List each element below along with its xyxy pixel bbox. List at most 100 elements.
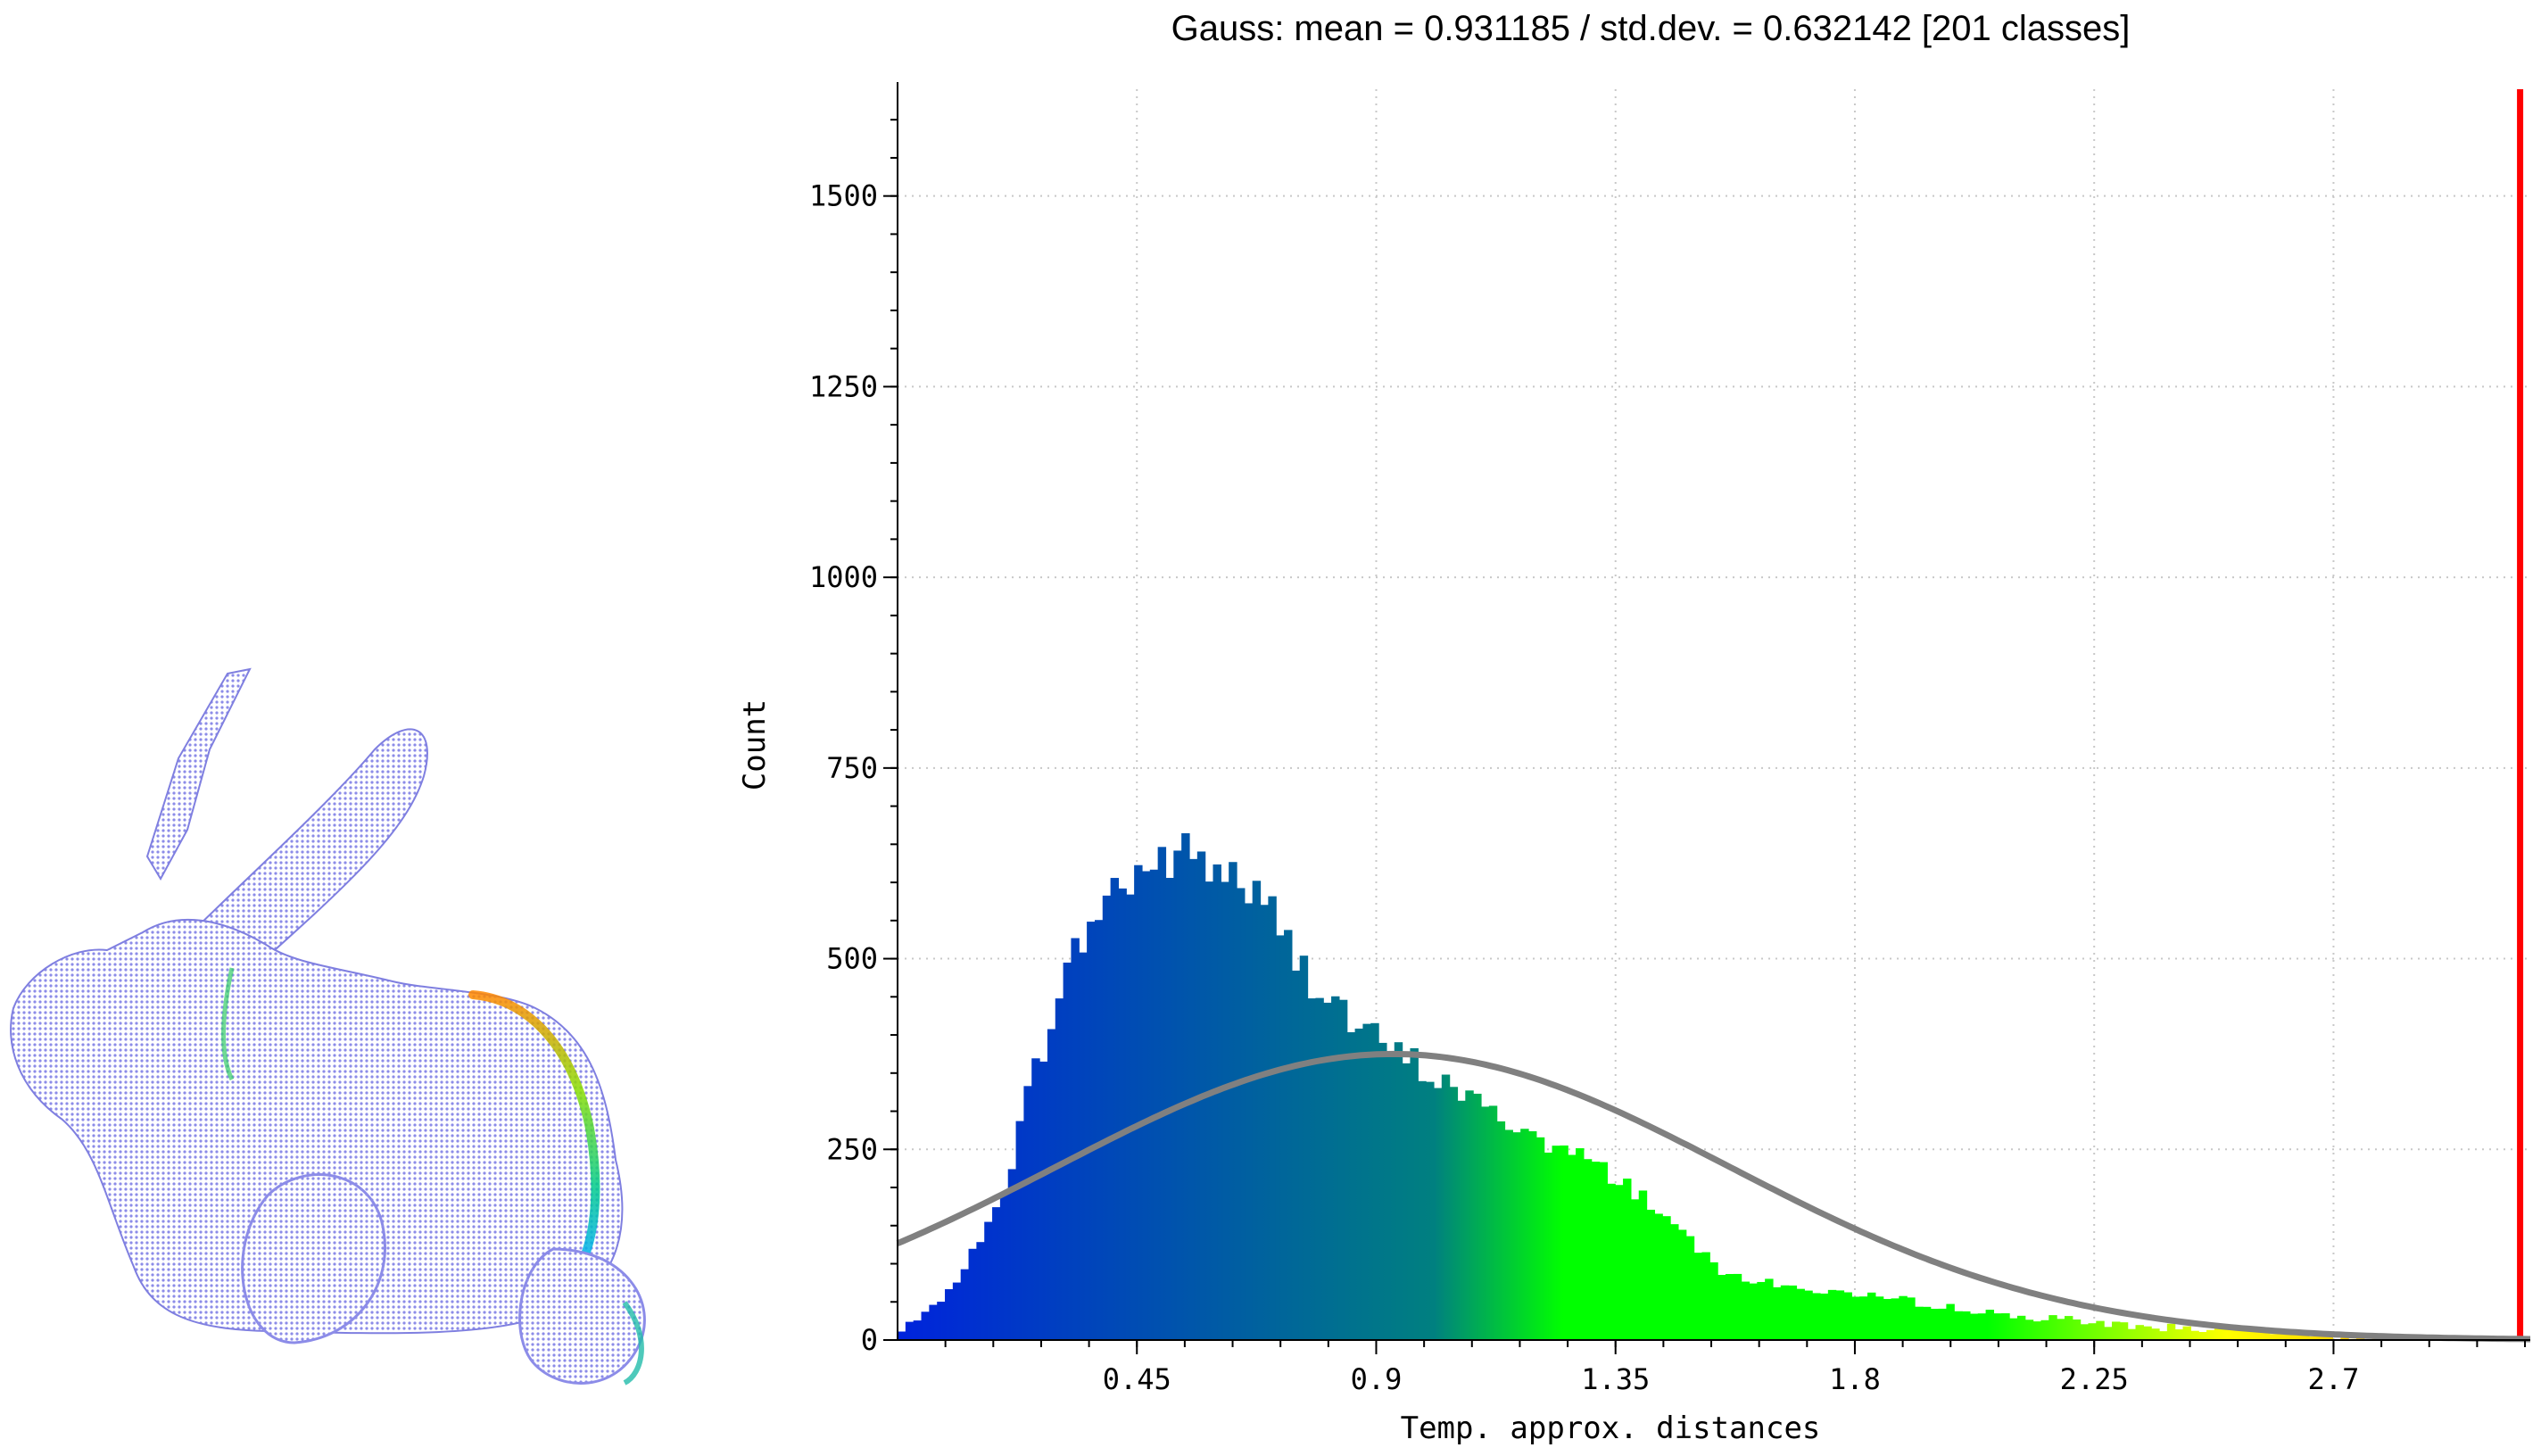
histogram-bar [1512,1132,1521,1340]
histogram-bar [2166,1323,2176,1340]
histogram-bar [1252,881,1262,1340]
histogram-bar [2293,1332,2302,1340]
histogram-bar [1899,1295,1908,1340]
histogram-bar [1685,1236,1695,1340]
gauss-curve [896,1050,2531,1343]
histogram-bar [1039,1061,1048,1340]
bunny-point-cloud [10,667,646,1386]
axes [897,82,2530,1341]
histogram-bar [1670,1224,1679,1340]
x-tick-label: 1.35 [1581,1362,1650,1396]
histogram-bar [1654,1213,1663,1340]
chart-title: Gauss: mean = 0.931185 / std.dev. = 0.63… [1171,9,2131,48]
histogram-bar [992,1207,1001,1340]
histogram-bar [1473,1093,1482,1340]
histogram-bar [2143,1326,2152,1340]
histogram-bar [1229,862,1237,1340]
histogram-bar [2064,1316,2073,1340]
outlier-bar [2517,89,2524,1340]
histogram-bar [1126,894,1135,1340]
histogram-bar [1591,1162,1601,1340]
histogram-bar [1410,1047,1419,1340]
histogram-bar [2254,1330,2263,1340]
histogram-bar [1583,1159,1593,1340]
histogram-bar [1094,920,1104,1340]
histogram-bar [1796,1288,1805,1340]
outlier-bar-group [2517,89,2524,1340]
y-tick-label: 0 [861,1323,878,1357]
histogram-bar [1268,896,1277,1340]
point-cloud-view [0,625,678,1452]
histogram-bar [945,1289,954,1340]
histogram-bar [1134,864,1143,1340]
histogram-bar [2040,1320,2049,1340]
histogram-bar [1157,847,1167,1340]
histogram-bar [1780,1285,1790,1340]
y-tick-label: 500 [826,942,878,976]
histogram-bar [1851,1296,1860,1340]
histogram-bar [1804,1290,1813,1340]
histogram-bar [1087,922,1096,1340]
histogram-bar [1985,1310,1995,1340]
histogram-bar [1260,905,1269,1340]
histogram-bar [1102,895,1112,1340]
histogram-bar [2104,1327,2113,1340]
histogram-bar [1835,1290,1845,1340]
x-axis-label: Temp. approx. distances [1401,1410,1821,1446]
histogram-bar [2049,1315,2057,1340]
histogram-bar [1141,871,1151,1340]
histogram-bar [1528,1131,1537,1340]
histogram-bar [1915,1306,1924,1340]
histogram-bar [1788,1285,1798,1340]
histogram-bar [2024,1320,2034,1340]
histogram-bar [1757,1281,1766,1340]
histogram-bar [1110,878,1120,1340]
histogram-bar [905,1321,915,1340]
histogram-bar [1969,1313,1979,1340]
histogram-bar [2277,1328,2287,1340]
histogram-bar [1535,1137,1545,1340]
histogram-bar [1993,1313,2002,1340]
histogram-bar [2159,1331,2168,1340]
histogram-bar [968,1248,977,1340]
histogram-bar [2009,1318,2018,1340]
histogram-bar [2190,1330,2199,1340]
histogram-bar [1488,1105,1498,1340]
histogram-bar [1291,970,1301,1340]
histogram-bar [1922,1306,1932,1340]
histogram-bar [1733,1273,1742,1340]
histogram-bar [2151,1328,2160,1340]
histogram-bar [1418,1080,1427,1340]
histogram-bar [1276,935,1285,1340]
histogram-bar [1284,930,1293,1340]
histogram-bar [1323,1002,1332,1340]
histogram-bar [1433,1088,1443,1340]
y-tick-label: 1250 [809,369,878,403]
histogram-bar [1354,1028,1364,1340]
histogram-bar [1315,997,1324,1340]
histogram-bar [2001,1313,2010,1340]
histogram-bar [1023,1086,1032,1340]
histogram-bar [1237,888,1246,1340]
histogram-bar [937,1302,946,1340]
histogram-bar [2198,1332,2207,1340]
histogram-bar [1480,1106,1490,1340]
gauss-curve-group [896,1050,2531,1343]
histogram-bar [1875,1296,1884,1340]
histogram-bar [1725,1274,1734,1340]
histogram-bar [2238,1328,2247,1340]
histogram-bar [1079,952,1088,1340]
histogram-bar [1812,1293,1821,1340]
histogram-bar [2119,1322,2129,1340]
histogram-bar [1307,998,1316,1340]
histogram-bar [1496,1121,1506,1340]
histogram-bar [1426,1081,1435,1340]
histogram-bar [1386,1054,1395,1340]
histogram-bar [1015,1121,1025,1340]
histogram-bar [1338,999,1348,1340]
histogram-bar [2016,1315,2026,1340]
histogram-bar [2230,1325,2239,1340]
histogram-bar [1819,1293,1829,1340]
histogram-bar [1646,1209,1656,1340]
histogram-bar [1370,1022,1379,1340]
